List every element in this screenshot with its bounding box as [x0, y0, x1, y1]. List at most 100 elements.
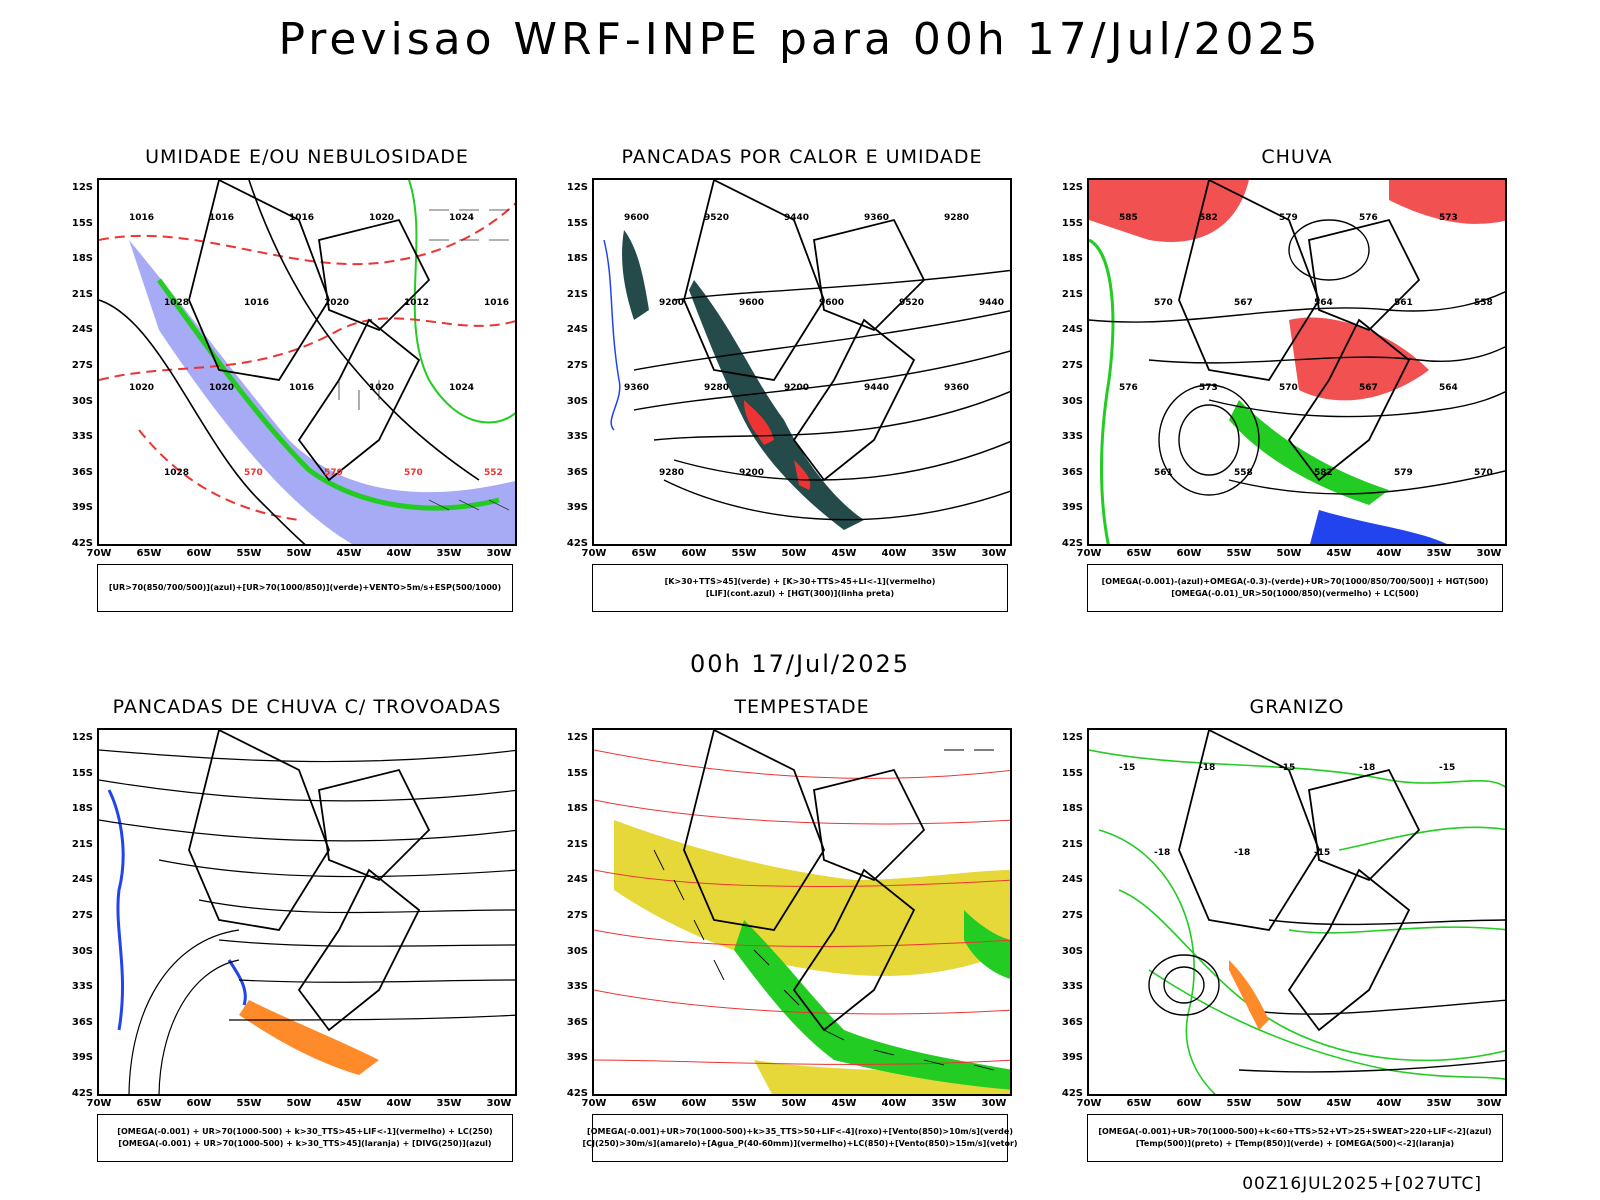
latitude-label: 21S [566, 838, 588, 850]
isobar [99, 299, 306, 544]
panel-storm: TEMPESTADE [567, 696, 1018, 1168]
panel-title: TEMPESTADE [734, 696, 870, 718]
political-border [1178, 730, 1320, 931]
legend-line: [OMEGA(-0.001) + UR>70(1000-500) + k>30_… [118, 1139, 492, 1148]
latitude-label: 12S [566, 182, 588, 193]
longitude-label: 65W [136, 548, 162, 559]
teal-instability-area [622, 230, 649, 320]
contour-label: 9200 [739, 468, 764, 478]
contour-label: 582 [1199, 213, 1218, 223]
latitude-label: 21S [71, 288, 93, 300]
latitude-label: 36S [1061, 466, 1083, 478]
contour-label: 570 [1474, 468, 1493, 478]
panel-legend: [OMEGA(-0.001)+UR>70(1000-500)+k>35_TTS>… [582, 1114, 1018, 1162]
political-border [1307, 218, 1421, 332]
latitude-label: 12S [71, 732, 93, 743]
longitude-label: 30W [981, 548, 1007, 559]
contour-label: -18 [1154, 848, 1170, 858]
green-rain-area [1089, 238, 1115, 544]
legend-line: [UR>70(850/700/500)](azul)+[UR>70(1000/8… [108, 583, 502, 592]
latitude-label: 21S [1061, 288, 1083, 300]
map-hail[interactable]: -15 -18 -15 -18 -15 -18 -18 -15 [1087, 728, 1507, 1096]
latitude-label: 33S [1061, 981, 1083, 993]
temp-500-contours [1148, 919, 1505, 1073]
height-contour [1288, 219, 1370, 281]
latitude-label: 39S [1061, 502, 1083, 514]
latitude-label: 36S [71, 1016, 93, 1028]
political-border [812, 218, 926, 332]
contour-label: 561 [1154, 468, 1173, 478]
legend-line: [K>30+TTS>45](verde) + [K>30+TTS>45+LI<-… [664, 577, 936, 586]
latitude-label: 15S [566, 767, 588, 779]
contour-label: 9360 [864, 213, 889, 223]
contour-label: 1024 [449, 213, 474, 223]
teal-instability-area [689, 280, 864, 530]
political-border [683, 730, 825, 931]
legend-line: [OMEGA(-0.001)+UR>70(1000-500)+k>35_TTS>… [587, 1127, 1013, 1136]
latitude-label: 12S [1061, 732, 1083, 743]
longitude-label: 30W [486, 1098, 512, 1109]
contour-label: 576 [1359, 213, 1378, 223]
panel-legend: [UR>70(850/700/500)](azul)+[UR>70(1000/8… [97, 564, 513, 612]
longitude-label: 35W [436, 548, 462, 559]
longitude-label: 60W [1176, 1098, 1202, 1109]
height-contour [1178, 404, 1240, 476]
contour-label: 570 [244, 468, 263, 478]
latitude-label: 27S [566, 360, 588, 371]
longitude-label: 35W [436, 1098, 462, 1109]
latitude-label: 24S [71, 324, 93, 336]
contour-label: 1016 [209, 213, 234, 223]
contour-label: 9280 [659, 468, 684, 478]
contour-label: 9280 [944, 213, 969, 223]
contour-label: 570 [1154, 298, 1173, 308]
longitude-label: 70W [581, 548, 607, 559]
contour-label: 558 [1234, 468, 1253, 478]
longitude-label: 45W [1326, 548, 1352, 559]
panel-legend: [K>30+TTS>45](verde) + [K>30+TTS>45+LI<-… [592, 564, 1008, 612]
longitude-label: 45W [336, 548, 362, 559]
green-wind-area [964, 910, 1010, 979]
panel-legend: [OMEGA(-0.001)-(azul)+OMEGA(-0.3)-(verde… [1087, 564, 1503, 612]
red-instability-area [744, 400, 774, 445]
contour-label: 1012 [404, 298, 429, 308]
longitude-label: 30W [1476, 1098, 1502, 1109]
wind-vectors [338, 209, 510, 511]
orange-storm-area [239, 1000, 379, 1075]
map-heat-showers[interactable]: 9600 9520 9440 9360 9280 9200 9600 9600 9520 9440… [592, 178, 1012, 546]
isobar [248, 180, 480, 481]
latitude-label: 42S [1061, 538, 1083, 549]
run-info: 00Z16JUL2025+[027UTC] [1242, 1174, 1482, 1194]
latitude-label: 24S [566, 874, 588, 886]
contour-label: 1020 [129, 383, 154, 393]
latitude-label: 15S [71, 767, 93, 779]
latitude-label: 21S [566, 288, 588, 300]
longitude-label: 55W [1226, 548, 1252, 559]
longitude-label: 30W [981, 1098, 1007, 1109]
latitude-label: 27S [1061, 910, 1083, 921]
panel-title: UMIDADE E/OU NEBULOSIDADE [145, 146, 469, 168]
height-contour [633, 310, 1010, 371]
contour-label: 1016 [129, 213, 154, 223]
latitude-label: 15S [566, 217, 588, 229]
map-canvas [99, 730, 515, 1094]
longitude-label: 35W [931, 548, 957, 559]
political-border [1307, 768, 1421, 882]
green-rain-area [1229, 400, 1389, 505]
longitude-label: 70W [86, 1098, 112, 1109]
contour-label: 1016 [244, 298, 269, 308]
map-thunderstorm-showers[interactable] [97, 728, 517, 1096]
map-humidity[interactable]: 1016 1016 1016 1020 1024 1028 1016 1020 1012 1016… [97, 178, 517, 546]
latitude-label: 18S [1061, 253, 1083, 265]
contour-label: 582 [1314, 468, 1333, 478]
latitude-label: 39S [566, 502, 588, 514]
longitude-label: 45W [1326, 1098, 1352, 1109]
red-streamlines [594, 749, 1010, 1065]
contour-label: 9440 [784, 213, 809, 223]
contour-label: 1028 [164, 298, 189, 308]
latitude-label: 39S [71, 1052, 93, 1064]
map-storm[interactable] [592, 728, 1012, 1096]
longitude-label: 45W [336, 1098, 362, 1109]
map-rain[interactable]: 585 582 579 576 573 570 567 564 561 558 576 573 570 5… [1087, 178, 1507, 546]
latitude-label: 30S [1061, 945, 1083, 957]
longitude-label: 60W [186, 1098, 212, 1109]
